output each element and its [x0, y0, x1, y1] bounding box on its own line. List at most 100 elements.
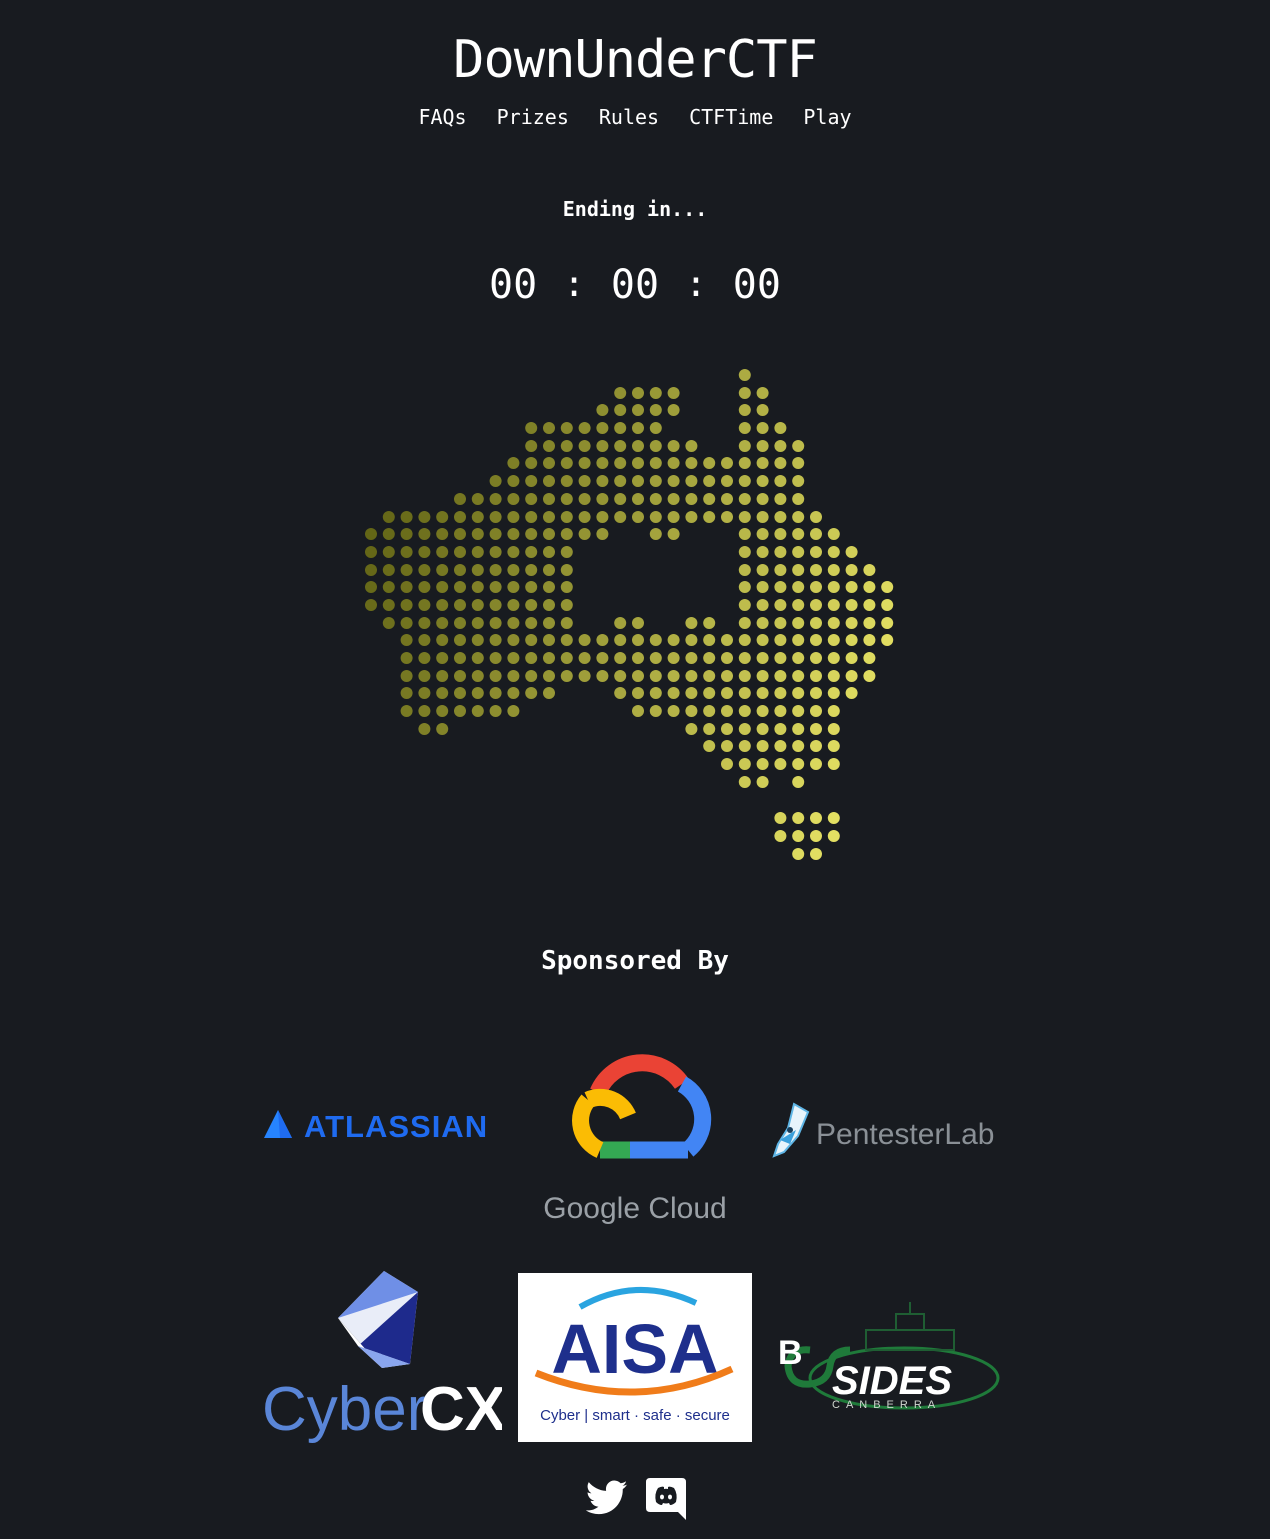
map-dot: [774, 812, 787, 824]
map-dot: [792, 440, 805, 452]
map-dot: [454, 687, 466, 699]
map-dot: [507, 546, 520, 558]
nav-ctftime[interactable]: CTFTime: [689, 105, 774, 129]
sponsor-aisa[interactable]: AISA Cyber | smart · safe · secure: [518, 1273, 752, 1442]
map-dot: [685, 705, 698, 717]
countdown-hours: 00: [489, 262, 538, 308]
map-dot: [649, 404, 662, 416]
map-dot: [418, 546, 431, 558]
map-dot: [489, 652, 502, 664]
map-dot: [881, 599, 894, 611]
map-dot: [685, 687, 698, 699]
map-dot: [596, 493, 609, 505]
map-dot: [827, 564, 840, 576]
map-dot: [810, 848, 822, 860]
map-dot: [525, 422, 538, 434]
cybercx-text-cyber: Cyber: [262, 1375, 427, 1444]
map-dot: [400, 528, 413, 540]
map-dot: [881, 617, 894, 629]
map-dot: [578, 670, 591, 682]
map-dot: [792, 723, 805, 735]
map-dot: [792, 740, 805, 752]
sponsor-bsides-canberra[interactable]: B SIDES CANBERRA: [776, 1300, 1006, 1416]
map-dot: [792, 652, 805, 664]
map-dot: [774, 670, 787, 682]
map-dot: [827, 634, 840, 646]
map-dot: [792, 670, 805, 682]
twitter-link[interactable]: [585, 1480, 628, 1516]
map-dot: [810, 511, 822, 523]
map-dot: [792, 457, 805, 469]
map-dot: [827, 740, 840, 752]
map-dot: [810, 546, 822, 558]
map-dot: [738, 652, 751, 664]
map-dot: [578, 511, 591, 523]
map-dot: [827, 581, 840, 593]
map-dot: [560, 634, 573, 646]
nav-prizes[interactable]: Prizes: [496, 105, 569, 129]
map-dot: [560, 670, 573, 682]
map-dot: [792, 634, 805, 646]
map-dot: [614, 440, 627, 452]
map-dot: [400, 652, 413, 664]
map-dot: [507, 493, 520, 505]
map-dot: [560, 475, 573, 487]
map-dot: [525, 687, 538, 699]
map-dot: [543, 528, 555, 540]
map-dot: [543, 546, 555, 558]
map-dot: [810, 812, 822, 824]
pentesterlab-text: PentesterLab: [816, 1118, 994, 1151]
map-dot: [738, 581, 751, 593]
map-dot: [738, 670, 751, 682]
map-dot: [489, 617, 502, 629]
nav-play[interactable]: Play: [803, 105, 852, 129]
map-dot: [596, 670, 609, 682]
map-dot: [845, 581, 858, 593]
map-dot: [703, 687, 716, 699]
map-dot: [489, 475, 502, 487]
nav-rules[interactable]: Rules: [598, 105, 660, 129]
map-dot: [756, 581, 769, 593]
map-dot: [525, 652, 538, 664]
map-dot: [454, 617, 466, 629]
map-dot: [756, 546, 769, 558]
map-dot: [756, 599, 769, 611]
map-dot: [489, 493, 502, 505]
map-dot: [756, 617, 769, 629]
map-dot: [721, 740, 733, 752]
map-dot: [382, 599, 395, 611]
nav-faqs[interactable]: FAQs: [418, 105, 467, 129]
map-dot: [614, 687, 627, 699]
map-dot: [436, 511, 449, 523]
map-dot: [632, 687, 644, 699]
map-dot: [560, 440, 573, 452]
map-dot: [614, 617, 627, 629]
map-dot: [525, 546, 538, 558]
map-dot: [756, 440, 769, 452]
bsides-text-b: B: [778, 1334, 803, 1372]
map-dot: [756, 740, 769, 752]
map-dot: [471, 670, 484, 682]
map-dot: [685, 493, 698, 505]
sponsor-atlassian[interactable]: ATLASSIAN: [262, 1104, 502, 1148]
sponsor-cybercx[interactable]: Cyber CX: [262, 1268, 506, 1448]
map-dot: [400, 687, 413, 699]
map-dot: [738, 440, 751, 452]
sponsor-google-cloud[interactable]: Google Cloud: [540, 1050, 730, 1230]
countdown-separator: :: [685, 264, 707, 305]
sponsor-pentesterlab[interactable]: PentesterLab: [770, 1100, 1010, 1160]
map-dot: [792, 687, 805, 699]
bsides-text-canberra: CANBERRA: [832, 1399, 941, 1411]
map-dot: [525, 617, 538, 629]
map-dot: [560, 422, 573, 434]
discord-icon: [646, 1478, 686, 1520]
map-dot: [400, 634, 413, 646]
map-dot: [774, 634, 787, 646]
site-title[interactable]: DownUnderCTF: [453, 30, 818, 90]
discord-link[interactable]: [646, 1478, 686, 1520]
map-dot: [667, 528, 680, 540]
map-dot: [845, 546, 858, 558]
map-dot: [792, 564, 805, 576]
map-dot: [596, 528, 609, 540]
map-dot: [632, 475, 644, 487]
